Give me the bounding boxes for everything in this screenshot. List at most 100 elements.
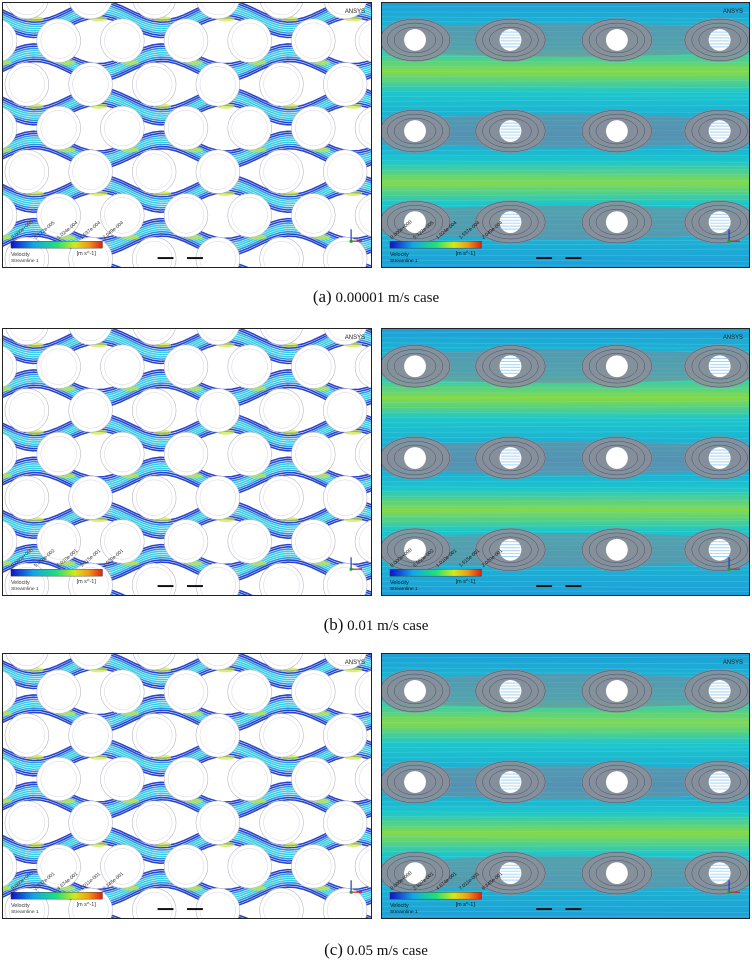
- streamline: [382, 511, 749, 514]
- streamline: [3, 60, 371, 82]
- cylinder: [131, 388, 177, 433]
- cylinder: [132, 654, 176, 671]
- recirculation-loop: [72, 66, 109, 103]
- wake-streamline: [588, 113, 645, 149]
- recirculation-loop: [295, 348, 332, 385]
- streamline: [382, 662, 749, 664]
- recirculation-loop: [295, 523, 332, 560]
- wake-streamline: [382, 436, 451, 480]
- streamline: [382, 66, 749, 69]
- recirculation-loop: [167, 197, 205, 234]
- recirculation-loop: [328, 329, 363, 342]
- wake-streamline: [382, 345, 451, 388]
- cylinder: [36, 193, 81, 238]
- wake-streamline: [684, 18, 749, 62]
- streamline: [382, 417, 749, 419]
- cylinder: [68, 713, 113, 758]
- caption-c-text: 0.05 m/s case: [346, 943, 428, 959]
- recirculation-loop: [264, 3, 299, 16]
- recirculation-loop: [3, 350, 14, 383]
- recirculation-loop: [167, 848, 205, 885]
- streamline: [382, 412, 749, 414]
- cylinder: [131, 800, 177, 845]
- ansys-logo: ANSYS: [345, 335, 365, 341]
- cylinder: [322, 713, 368, 758]
- wake-streamline: [386, 673, 444, 709]
- streamline: [3, 471, 371, 494]
- wake-streamline: [489, 117, 532, 145]
- recirculation-loop: [73, 329, 108, 342]
- caption-c: (c) 0.05 m/s case: [0, 940, 752, 960]
- cylinder: [260, 329, 303, 346]
- cylinder: [3, 194, 18, 237]
- recirculation-loop: [137, 3, 172, 16]
- cylinder: [36, 344, 81, 389]
- recirculation-loop: [3, 762, 14, 796]
- wake-streamline: [691, 349, 748, 384]
- wake-streamline: [386, 764, 444, 800]
- cylinder: [163, 669, 209, 714]
- wake-streamline: [691, 440, 748, 476]
- wake-streamline: [393, 353, 437, 380]
- wake-streamline: [475, 528, 546, 571]
- streamline: [382, 99, 749, 102]
- streamline-label: Streamline 1: [11, 258, 39, 264]
- recirculation-loop: [358, 110, 371, 146]
- cylinder: [404, 862, 426, 885]
- recirculation-loop: [104, 760, 141, 798]
- cylinder: [354, 106, 371, 150]
- panel-a-left-staggered: 0.000e+000 5.122e-005 1.024e-004 1.537e-004…: [2, 2, 372, 268]
- wake-streamline: [489, 677, 532, 705]
- streamline-label: Streamline 1: [11, 586, 39, 592]
- cylinder: [499, 447, 522, 469]
- recirculation-loop: [167, 109, 205, 147]
- velocity-peak: [3, 147, 12, 153]
- streamline: [382, 580, 749, 582]
- recirculation-loop: [231, 435, 268, 473]
- recirculation-loop: [200, 654, 235, 667]
- colorbar-unit: [m s^-1]: [77, 579, 97, 585]
- wake-streamline: [482, 204, 539, 240]
- cylinder: [605, 680, 628, 702]
- cylinder: [100, 431, 145, 477]
- cylinder: [3, 758, 18, 800]
- recirculation-loop: [358, 674, 371, 709]
- wake-streamline: [581, 436, 652, 480]
- wake-band: [382, 349, 749, 384]
- colorbar: [389, 240, 482, 249]
- cylinder: [4, 149, 50, 194]
- streamline: [3, 174, 371, 196]
- recirculation-loop: [231, 523, 268, 560]
- streamline: [3, 145, 371, 168]
- cylinder: [323, 654, 367, 671]
- recirculation-loop: [263, 804, 300, 841]
- streamline: [382, 750, 749, 753]
- cylinder: [404, 355, 426, 378]
- scale-bar: [187, 585, 203, 588]
- streamline: [3, 86, 371, 109]
- recirculation-loop: [9, 3, 45, 16]
- cylinder: [354, 757, 371, 801]
- wake-streamline: [595, 768, 639, 796]
- wake-streamline: [581, 760, 652, 804]
- wake-streamline: [489, 353, 532, 380]
- recirculation-loop: [358, 349, 371, 384]
- cylinder: [196, 654, 240, 671]
- wake-streamline: [482, 764, 539, 800]
- cylinder: [163, 105, 209, 151]
- axis-triad-origin: [727, 239, 731, 243]
- recirculation-loop: [263, 891, 300, 918]
- streamline: [382, 520, 749, 522]
- cylinder: [36, 844, 81, 889]
- recirculation-loop: [3, 199, 14, 232]
- recirculation-loop: [199, 392, 236, 429]
- cylinder: [499, 538, 522, 561]
- cylinder: [323, 329, 367, 346]
- streamline: [382, 425, 749, 428]
- recirculation-loop: [200, 3, 235, 16]
- wake-streamline: [382, 109, 451, 153]
- scale-bar: [187, 257, 203, 260]
- wake-streamline: [588, 440, 645, 476]
- streamline: [382, 475, 749, 478]
- streamline: [3, 884, 371, 906]
